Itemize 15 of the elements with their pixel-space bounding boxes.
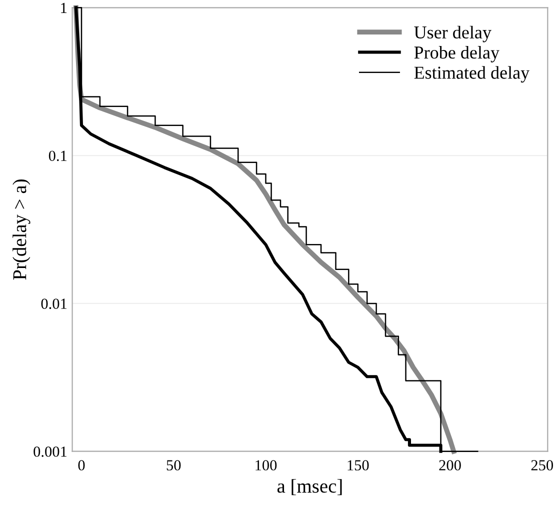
x-tick-label: 50: [166, 460, 181, 470]
y-tick-label: 0.01: [41, 298, 66, 309]
x-tick-label: 100: [256, 460, 277, 470]
y-axis-title: Pr(delay > a): [12, 180, 30, 280]
y-tick-label: 0.1: [48, 150, 66, 162]
x-axis-title: a [msec]: [277, 479, 342, 496]
y-tick-label: 1: [61, 2, 66, 13]
y-tick-label: 0.001: [34, 446, 66, 457]
x-tick-label: 150: [348, 460, 369, 470]
legend-label: User delay: [414, 26, 492, 42]
x-tick-label: 200: [439, 460, 461, 470]
legend-label: Estimated delay: [414, 66, 530, 83]
legend-label: Probe delay: [414, 46, 500, 62]
x-tick-label: 0: [78, 460, 85, 470]
x-tick-label: 250: [531, 460, 554, 470]
